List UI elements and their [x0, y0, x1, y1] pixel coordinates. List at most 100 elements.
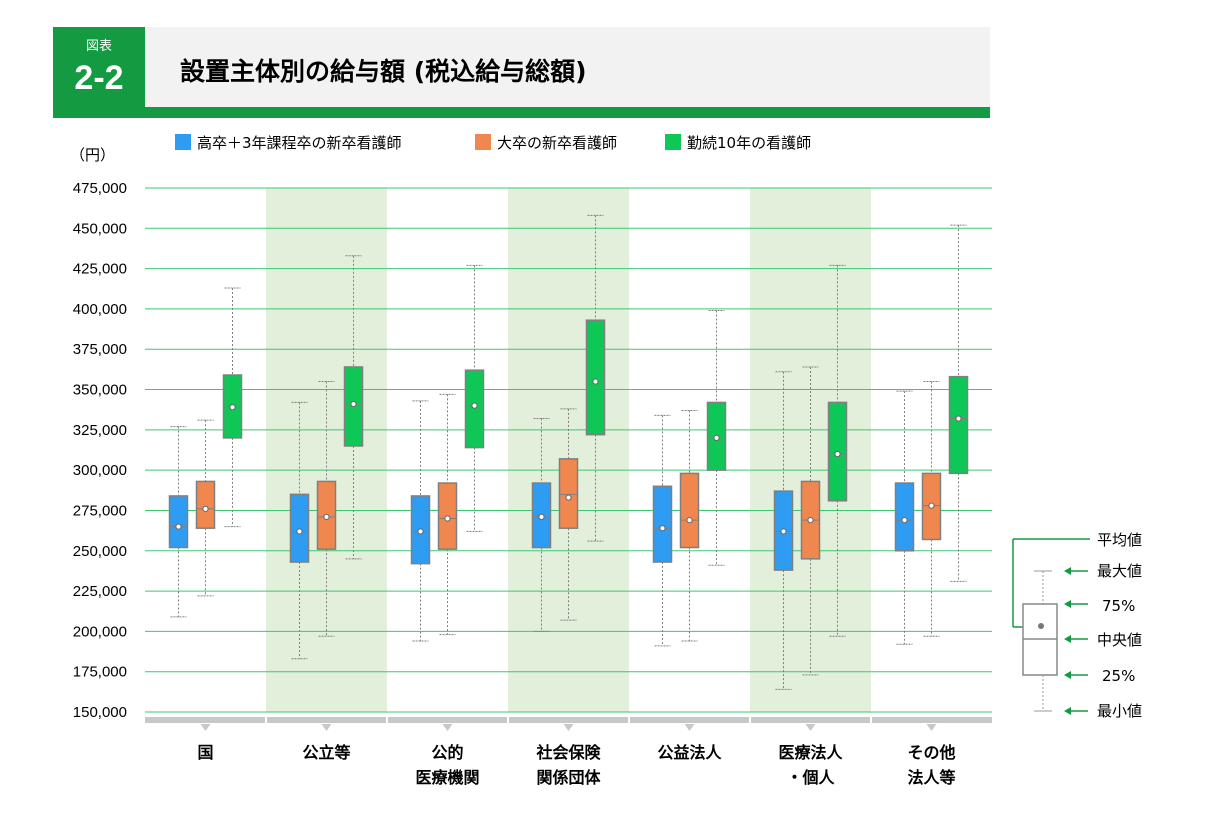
- y-tick-label-5: 375,000: [73, 341, 127, 358]
- category-label-7-1: その他: [907, 743, 955, 762]
- mean-marker: [350, 400, 357, 408]
- mean-marker: [444, 515, 451, 522]
- y-tick-label-11: 225,000: [73, 583, 127, 600]
- box-1-2: [289, 401, 310, 660]
- y-tick-label-4: 400,000: [73, 301, 127, 318]
- box-3-5: [706, 310, 727, 566]
- y-tick-label-10: 250,000: [73, 543, 127, 560]
- y-tick-labels: 475,000 450,000 425,000 400,000 375,000 350,0…: [73, 180, 127, 721]
- box-1-6: [773, 371, 794, 690]
- x-axis-marker-6: [805, 724, 816, 731]
- x-axis-marker-7: [926, 724, 937, 731]
- box-3-3: [464, 264, 485, 532]
- key-label-mean: 平均値: [1097, 531, 1142, 549]
- x-axis-marker-3: [442, 724, 453, 731]
- legend-label-2: 大卒の新卒看護師: [497, 134, 618, 152]
- box-body: [195, 480, 216, 529]
- category-label-3-2: 医療機関: [415, 768, 479, 787]
- category-label-6-1: 医療法人: [778, 743, 843, 762]
- box-body: [585, 319, 606, 436]
- key-arrowhead-5: [1064, 707, 1071, 715]
- page-title: 設置主体別の給与額 (税込給与総額): [180, 57, 587, 86]
- box-2-1: [195, 419, 216, 597]
- box-key: 平均値 最大値 75% 中央値 25% 最小値: [1012, 531, 1142, 720]
- mean-marker: [901, 517, 908, 524]
- mean-marker: [565, 494, 572, 501]
- category-label-2-1: 公立等: [302, 743, 350, 762]
- mean-marker: [175, 523, 182, 530]
- x-axis-marker-1: [200, 724, 211, 731]
- figure-label: 図表: [85, 39, 112, 54]
- box-body: [558, 458, 579, 529]
- key-mean-dot: [1038, 623, 1044, 629]
- legend-swatch-3: [665, 134, 681, 150]
- box-1-4: [531, 418, 552, 632]
- key-label-q3: 75%: [1102, 597, 1135, 615]
- y-tick-label-2: 450,000: [73, 220, 127, 237]
- mean-marker: [955, 415, 962, 422]
- legend-item-series-1: 高卒＋3年課程卒の新卒看護師: [175, 132, 402, 153]
- box-3-1: [222, 287, 243, 528]
- category-label-3-1: 公的: [431, 743, 463, 762]
- key-arrowhead-2: [1064, 600, 1071, 608]
- x-axis-bar: [145, 717, 992, 723]
- mean-marker: [834, 450, 841, 458]
- x-axis-marker-4: [563, 724, 574, 731]
- y-tick-label-9: 275,000: [73, 502, 127, 519]
- y-tick-label-6: 350,000: [73, 382, 127, 399]
- legend-swatch-2: [475, 134, 491, 150]
- box-2-6: [800, 366, 821, 676]
- y-tick-label-7: 325,000: [73, 422, 127, 439]
- y-tick-label-13: 175,000: [73, 664, 127, 681]
- box-3-6: [827, 264, 848, 637]
- key-arrowhead-3: [1064, 635, 1071, 643]
- mean-marker: [538, 513, 545, 521]
- key-label-min: 最小値: [1097, 702, 1142, 720]
- box-body: [948, 375, 969, 475]
- mean-marker: [471, 402, 478, 409]
- key-label-max: 最大値: [1097, 562, 1142, 580]
- box-3-7: [948, 224, 969, 582]
- category-band-6: [750, 188, 871, 712]
- mean-marker: [928, 502, 935, 509]
- mean-marker: [713, 434, 720, 442]
- x-axis-marker-2: [321, 724, 332, 731]
- key-arrowhead-1: [1064, 567, 1071, 575]
- mean-marker: [202, 505, 209, 512]
- y-tick-label-1: 475,000: [73, 180, 127, 197]
- category-label-7-2: 法人等: [907, 768, 955, 787]
- box-1-1: [168, 426, 189, 618]
- mean-marker: [780, 528, 787, 535]
- mean-marker: [296, 528, 303, 535]
- box-2-2: [316, 380, 337, 637]
- box-series: [168, 214, 969, 690]
- category-label-4-1: 社会保険: [535, 743, 601, 762]
- category-label-1-1: 国: [197, 743, 213, 762]
- box-1-7: [894, 390, 915, 645]
- box-1-3: [410, 400, 431, 642]
- key-arrowhead-4: [1064, 671, 1071, 679]
- key-label-median: 中央値: [1097, 631, 1142, 649]
- mean-marker: [323, 513, 330, 521]
- category-label-4-2: 関係団体: [536, 768, 601, 787]
- title-panel: [145, 27, 990, 108]
- mean-marker: [686, 517, 693, 524]
- mean-marker: [592, 378, 599, 385]
- box-body: [652, 485, 673, 563]
- mean-marker: [807, 517, 814, 524]
- x-axis-marker-5: [684, 724, 695, 731]
- box-body: [168, 495, 189, 549]
- mean-marker: [417, 528, 424, 535]
- box-3-4: [585, 214, 606, 542]
- legend-item-series-2: 大卒の新卒看護師: [475, 132, 617, 153]
- mean-marker: [229, 404, 236, 411]
- box-body: [679, 472, 700, 549]
- box-2-3: [437, 393, 458, 636]
- category-label-6-2: ・個人: [786, 768, 835, 787]
- box-1-5: [652, 414, 673, 647]
- figure-badge: 図表 2-2: [53, 27, 145, 118]
- y-tick-label-14: 150,000: [73, 704, 127, 721]
- box-3-2: [343, 255, 364, 560]
